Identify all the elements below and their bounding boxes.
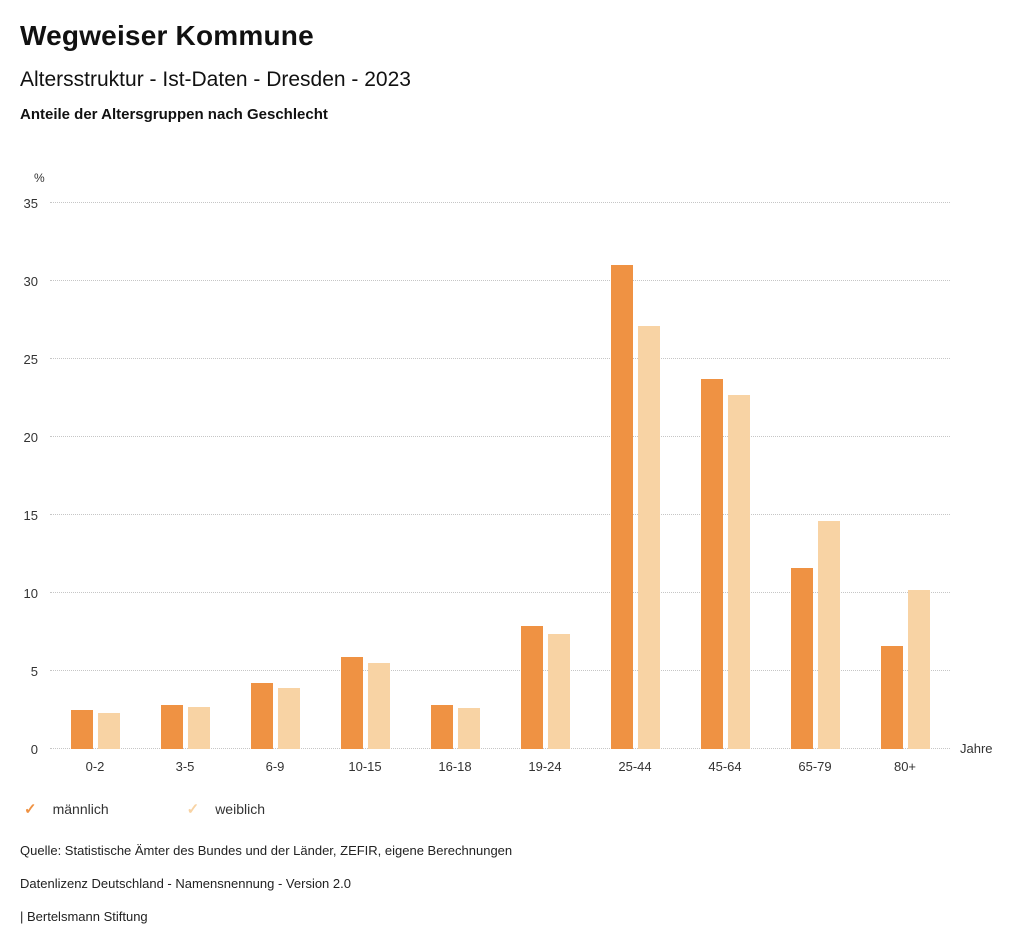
y-tick-label: 10 bbox=[23, 586, 38, 602]
gridline bbox=[50, 592, 950, 593]
x-tick-label: 45-64 bbox=[708, 759, 742, 774]
bar-chart: % 0-2 3-5 6-9 10-15 16-18 19-24 25-44 45-64 65-7… bbox=[24, 171, 993, 774]
gridline bbox=[50, 202, 950, 203]
x-tick-label: 80+ bbox=[893, 759, 917, 774]
x-tick-label: 3-5 bbox=[175, 759, 195, 774]
gridline bbox=[50, 280, 950, 281]
bar-männlich-19-24 bbox=[520, 625, 543, 749]
legend-item-maennlich[interactable]: ✓ männlich bbox=[24, 801, 109, 817]
page-title: Wegweiser Kommune bbox=[20, 20, 314, 51]
bar-group-3-5: 3-5 bbox=[140, 203, 230, 774]
chart-subsubtitle: Anteile der Altersgruppen nach Geschlech… bbox=[20, 106, 328, 123]
y-tick-label: 25 bbox=[23, 352, 38, 367]
bar-weiblich-25-44 bbox=[637, 326, 660, 749]
bar-weiblich-10-15 bbox=[367, 663, 390, 749]
chart-subtitle: Altersstruktur - Ist-Daten - Dresden - 2… bbox=[20, 68, 411, 91]
x-tick-label: 6-9 bbox=[265, 759, 285, 774]
bar-group-25-44: 25-44 bbox=[590, 203, 680, 774]
license-text: Datenlizenz Deutschland - Namensnennung … bbox=[20, 876, 351, 891]
y-tick-label: 0 bbox=[30, 742, 38, 757]
bar-group-0-2: 0-2 bbox=[50, 203, 140, 774]
bar-männlich-16-18 bbox=[430, 705, 453, 749]
bar-pair bbox=[790, 203, 840, 749]
legend-item-weiblich[interactable]: ✓ weiblich bbox=[187, 801, 265, 817]
y-tick-label: 35 bbox=[23, 196, 38, 211]
bar-pair bbox=[250, 203, 300, 749]
bar-pair bbox=[340, 203, 390, 749]
x-tick-label: 65-79 bbox=[798, 759, 832, 774]
bar-pair bbox=[520, 203, 570, 749]
footer: Quelle: Statistische Ämter des Bundes un… bbox=[20, 843, 1004, 924]
gridline bbox=[50, 514, 950, 515]
check-icon: ✓ bbox=[24, 800, 37, 818]
x-tick-label: 19-24 bbox=[528, 759, 562, 774]
y-tick-label: 5 bbox=[30, 664, 38, 680]
attribution-text: | Bertelsmann Stiftung bbox=[20, 909, 148, 924]
header: Wegweiser Kommune Altersstruktur - Ist-D… bbox=[0, 0, 1024, 123]
source-text: Quelle: Statistische Ämter des Bundes un… bbox=[20, 843, 513, 858]
bar-group-16-18: 16-18 bbox=[410, 203, 500, 774]
bar-pair bbox=[880, 203, 930, 749]
bar-group-6-9: 6-9 bbox=[230, 203, 320, 774]
bar-group-10-15: 10-15 bbox=[320, 203, 410, 774]
y-tick-label: 30 bbox=[23, 274, 38, 289]
bar-männlich-6-9 bbox=[250, 683, 273, 749]
y-tick-label: 15 bbox=[23, 508, 38, 523]
x-tick-label: 16-18 bbox=[438, 759, 472, 774]
bar-pair bbox=[70, 203, 120, 749]
bar-weiblich-16-18 bbox=[457, 708, 480, 749]
x-axis-label: Jahre bbox=[960, 741, 993, 756]
check-icon: ✓ bbox=[186, 800, 200, 818]
gridline bbox=[50, 748, 950, 749]
bar-männlich-45-64 bbox=[700, 379, 723, 749]
bar-männlich-80+ bbox=[880, 646, 903, 749]
bar-weiblich-45-64 bbox=[727, 394, 750, 749]
bar-group-19-24: 19-24 bbox=[500, 203, 590, 774]
bar-weiblich-0-2 bbox=[97, 713, 120, 749]
bar-group-80+: 80+ bbox=[860, 203, 950, 774]
plot-area: 0-2 3-5 6-9 10-15 16-18 19-24 25-44 45-64 65-79 8… bbox=[50, 203, 950, 774]
bar-männlich-10-15 bbox=[340, 656, 363, 749]
bar-pair bbox=[610, 203, 660, 749]
bar-group-65-79: 65-79 bbox=[770, 203, 860, 774]
bar-pair bbox=[430, 203, 480, 749]
x-tick-label: 10-15 bbox=[348, 759, 382, 774]
x-tick-label: 0-2 bbox=[85, 759, 105, 774]
bar-männlich-0-2 bbox=[70, 710, 93, 749]
y-tick-label: 20 bbox=[23, 430, 38, 446]
bar-pair bbox=[160, 203, 210, 749]
legend-label: weiblich bbox=[215, 801, 265, 817]
bar-group-45-64: 45-64 bbox=[680, 203, 770, 774]
bar-männlich-3-5 bbox=[160, 705, 183, 749]
bar-weiblich-6-9 bbox=[277, 688, 300, 749]
bar-pair bbox=[700, 203, 750, 749]
bar-weiblich-19-24 bbox=[547, 633, 570, 749]
bar-männlich-25-44 bbox=[610, 265, 633, 749]
bar-weiblich-3-5 bbox=[187, 706, 210, 749]
gridline bbox=[50, 358, 950, 359]
gridline bbox=[50, 670, 950, 671]
bar-weiblich-65-79 bbox=[817, 521, 840, 749]
x-tick-label: 25-44 bbox=[618, 759, 652, 774]
bar-weiblich-80+ bbox=[907, 589, 930, 749]
gridline bbox=[50, 436, 950, 437]
y-axis-unit-label: % bbox=[34, 171, 45, 185]
legend-label: männlich bbox=[52, 801, 109, 817]
legend: ✓ männlich ✓ weiblich bbox=[24, 801, 1024, 817]
bar-männlich-65-79 bbox=[790, 568, 813, 749]
